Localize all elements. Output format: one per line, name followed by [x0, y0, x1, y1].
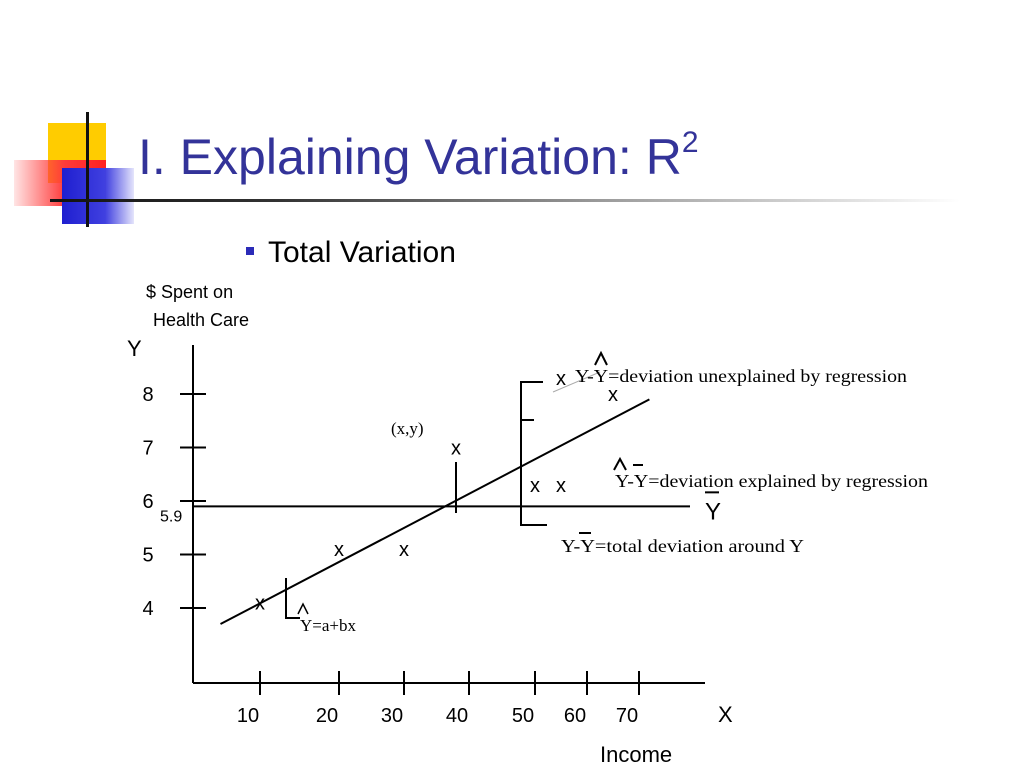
y-axis-title-line1: $ Spent on	[146, 282, 233, 302]
mean-value-label: 5.9	[160, 508, 182, 525]
annotation-explained-hat	[613, 456, 627, 471]
slide-title-superscript: 2	[681, 126, 699, 159]
decor-blue-square	[62, 168, 134, 224]
annotation-unexplained: Y-Y=deviation unexplained by regression	[575, 366, 907, 386]
x-tick-label-10: 10	[237, 705, 259, 727]
x-tick-label-20: 20	[316, 705, 338, 727]
y-ticks: 4 5 6 7 8	[142, 384, 206, 620]
y-tick-label-5: 5	[142, 545, 153, 567]
x-ticks: 10 20 30 40 50 60 70	[237, 671, 640, 727]
annotation-leader-line	[552, 371, 601, 393]
data-point-2: x	[334, 539, 344, 561]
annotation-explained: Y-Y=deviation explained by regression	[615, 471, 928, 491]
slide-title: I. Explaining Variation: R2	[138, 126, 699, 186]
bullet-square-icon	[246, 247, 254, 255]
annotation-unexplained-hat	[594, 350, 608, 366]
data-point-6: x	[556, 475, 566, 497]
x-tick-label-60: 60	[564, 705, 586, 727]
data-point-5: x	[530, 475, 540, 497]
slide-title-text: I. Explaining Variation: R	[138, 129, 682, 185]
x-tick-label-40: 40	[446, 705, 468, 727]
title-underline	[50, 199, 960, 202]
data-points: xx xxx xxx	[255, 368, 618, 615]
x-tick-label-30: 30	[381, 705, 403, 727]
x-axis-title: Income	[600, 742, 672, 767]
annotation-total: Y-Y=total deviation around Y	[561, 536, 804, 556]
y-tick-label-6: 6	[142, 491, 153, 513]
decor-vertical-line	[86, 112, 89, 227]
data-point-4: x	[451, 438, 461, 460]
y-axis-title-line2: Health Care	[153, 310, 249, 330]
bullet-text: Total Variation	[268, 236, 456, 269]
x-axis-letter: X	[718, 702, 733, 727]
data-point-8: x	[608, 384, 618, 406]
deviation-brackets	[285, 371, 601, 619]
bullet-item: Total Variation	[246, 236, 456, 270]
regression-label-bracket	[285, 578, 300, 619]
regression-equation-label: Y=a+bx	[300, 616, 356, 635]
y-axis-letter: Y	[127, 336, 142, 361]
point-label: (x,y)	[391, 419, 424, 438]
y-tick-label-7: 7	[142, 438, 153, 460]
data-point-7: x	[556, 368, 566, 390]
y-tick-label-4: 4	[142, 598, 153, 620]
y-tick-label-8: 8	[142, 384, 153, 406]
data-point-3: x	[399, 539, 409, 561]
mean-line-label: Y	[705, 498, 721, 525]
total-deviation-bracket	[520, 381, 547, 526]
x-tick-label-70: 70	[616, 705, 638, 727]
regression-label-hat	[297, 602, 309, 615]
regression-line	[220, 398, 650, 625]
x-tick-label-50: 50	[512, 705, 534, 727]
data-point-1: x	[255, 593, 265, 615]
